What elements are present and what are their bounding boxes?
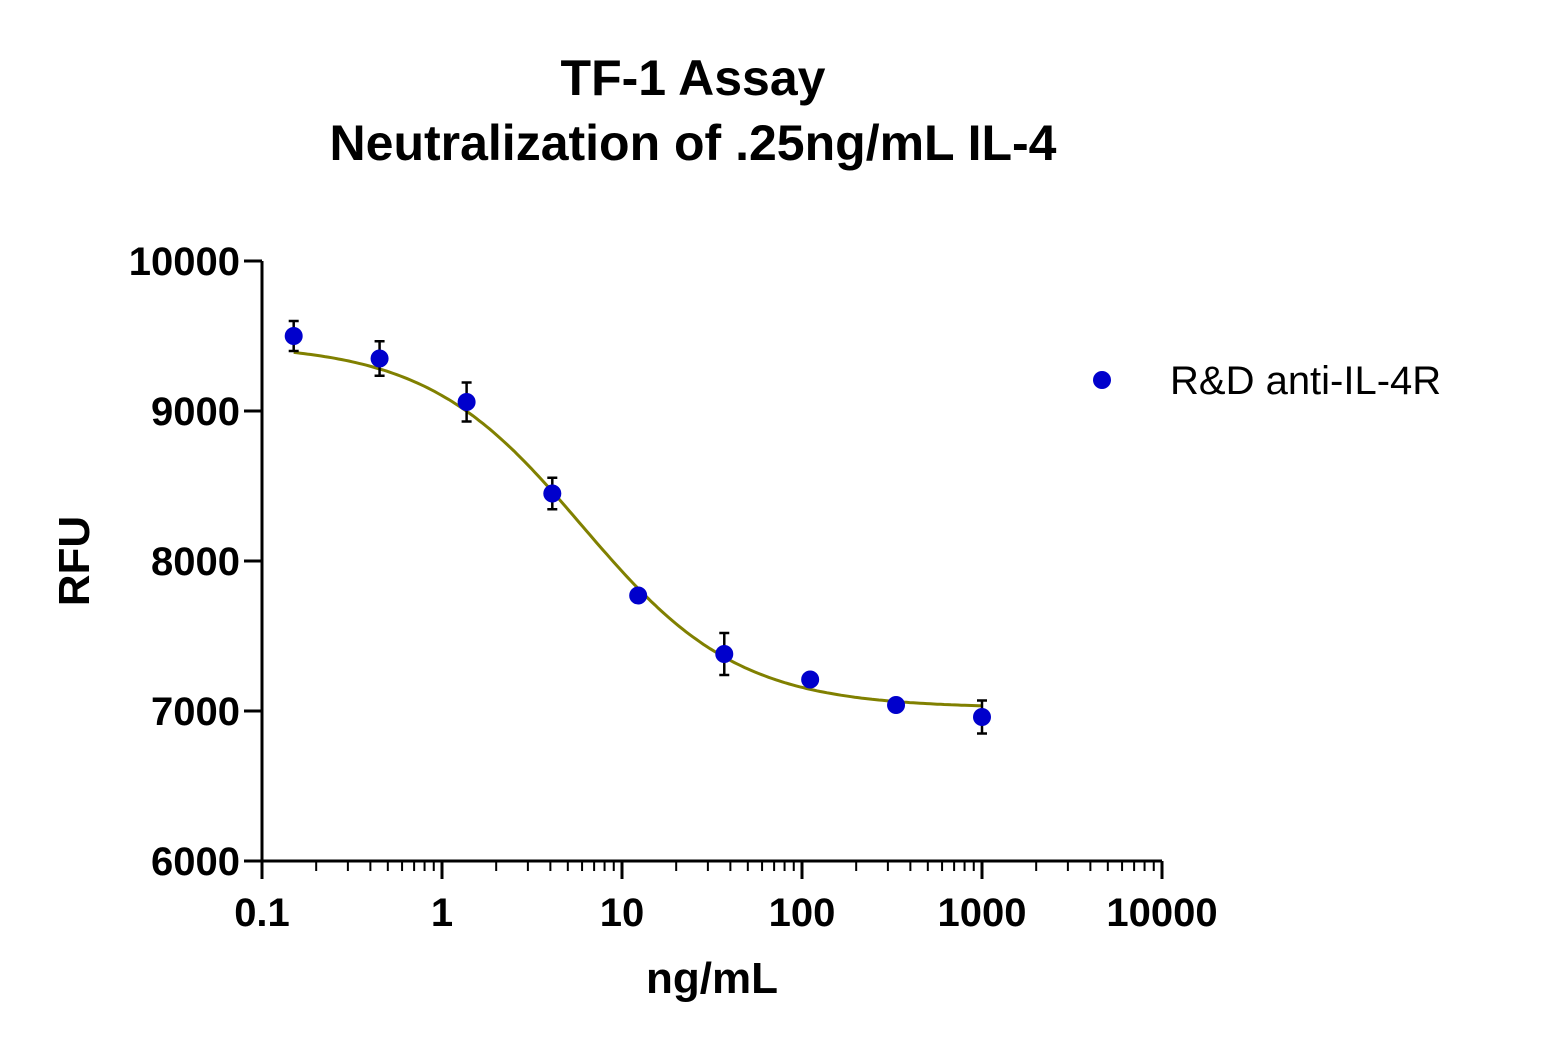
data-point [543, 484, 562, 503]
y-tick-label: 6000 [151, 840, 240, 884]
legend-label: R&D anti-IL-4R [1170, 359, 1441, 403]
x-tick-label: 100 [769, 891, 836, 935]
x-tick-label: 10000 [1106, 891, 1217, 935]
x-axis-title: ng/mL [646, 954, 778, 1003]
x-tick-label: 1000 [938, 891, 1027, 935]
x-tick-label: 10 [600, 891, 645, 935]
legend: R&D anti-IL-4R [1093, 359, 1441, 403]
y-tick-label: 9000 [151, 390, 240, 434]
chart-subtitle: Neutralization of .25ng/mL IL-4 [330, 115, 1057, 171]
y-tick-label: 10000 [129, 240, 240, 284]
data-point [801, 670, 820, 689]
fit-curve [293, 350, 983, 708]
data-point [887, 696, 906, 714]
y-tick-label: 7000 [151, 690, 240, 734]
y-tick-label: 8000 [151, 540, 240, 584]
data-point [629, 586, 648, 605]
x-tick-label: 1 [431, 891, 453, 935]
data-point [973, 708, 991, 726]
fit-curve-layer [293, 350, 983, 708]
axes: 6000 7000 8000 9000 10000 0.1 1 10 100 1000 10000 [129, 240, 1218, 935]
data-point [457, 393, 476, 411]
data-point [715, 645, 734, 663]
data-points-layer [284, 319, 991, 735]
chart-title: TF-1 Assay [561, 50, 826, 106]
data-point [284, 327, 303, 345]
y-axis-title: RFU [50, 516, 99, 606]
data-point [370, 349, 389, 368]
legend-marker [1093, 371, 1111, 389]
x-tick-label: 0.1 [234, 891, 290, 935]
